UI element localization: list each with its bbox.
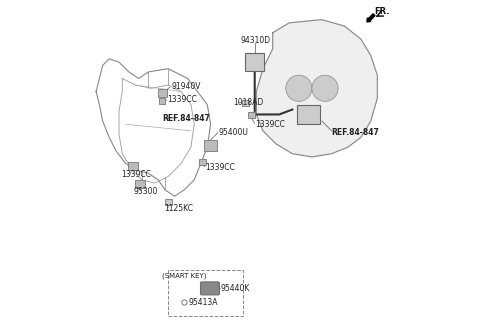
- Text: 95400U: 95400U: [219, 128, 249, 137]
- FancyBboxPatch shape: [135, 180, 145, 188]
- Polygon shape: [256, 20, 377, 157]
- Text: 1125KC: 1125KC: [164, 204, 193, 213]
- Text: 95440K: 95440K: [220, 284, 250, 293]
- FancyBboxPatch shape: [204, 140, 217, 151]
- FancyBboxPatch shape: [241, 100, 249, 106]
- FancyBboxPatch shape: [248, 112, 255, 118]
- FancyBboxPatch shape: [166, 199, 172, 205]
- Text: 1018AD: 1018AD: [233, 97, 263, 107]
- Circle shape: [286, 75, 312, 101]
- Text: 95300: 95300: [134, 187, 158, 196]
- Text: REF.84-847: REF.84-847: [162, 114, 210, 123]
- Circle shape: [312, 75, 338, 101]
- FancyArrow shape: [367, 14, 375, 22]
- FancyBboxPatch shape: [201, 282, 219, 295]
- Text: FR.: FR.: [374, 7, 390, 16]
- Text: 1339CC: 1339CC: [121, 170, 152, 180]
- Text: 95413A: 95413A: [188, 298, 218, 307]
- Text: 1339CC: 1339CC: [205, 163, 236, 172]
- FancyBboxPatch shape: [159, 98, 166, 104]
- Text: 1339CC: 1339CC: [168, 95, 197, 104]
- FancyBboxPatch shape: [199, 159, 205, 165]
- FancyBboxPatch shape: [298, 105, 320, 124]
- FancyBboxPatch shape: [128, 162, 138, 170]
- Text: (SMART KEY): (SMART KEY): [162, 272, 207, 279]
- Text: 1339CC: 1339CC: [256, 120, 286, 129]
- Text: 94310D: 94310D: [240, 36, 271, 45]
- Text: 91940V: 91940V: [171, 82, 201, 91]
- FancyBboxPatch shape: [158, 89, 167, 97]
- FancyBboxPatch shape: [245, 53, 264, 71]
- Text: REF.84-847: REF.84-847: [332, 128, 379, 137]
